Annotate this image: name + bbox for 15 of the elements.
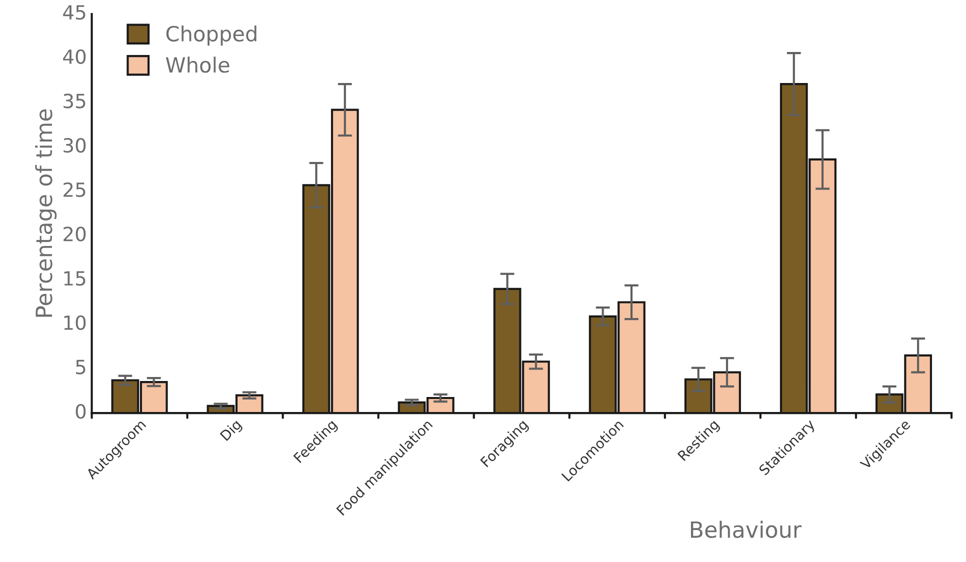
legend-label: Whole — [166, 56, 230, 73]
y-tick-label: 15 — [64, 271, 86, 286]
y-tick-label: 30 — [64, 138, 86, 153]
y-tick-label: 5 — [76, 360, 86, 374]
y-tick-label: 45 — [63, 5, 86, 20]
y-tick-label: 10 — [64, 315, 86, 330]
y-axis-title: Percentage of time — [35, 109, 57, 317]
y-tick-label: 0 — [76, 404, 86, 419]
x-tick-label: Dig — [220, 418, 244, 443]
legend-label: Chopped — [166, 25, 256, 46]
y-tick-label: 35 — [64, 94, 86, 108]
y-tick-label: 25 — [64, 182, 86, 198]
x-axis-title: Behaviour — [690, 520, 802, 538]
y-tick-label: 20 — [64, 226, 86, 242]
y-tick-label: 40 — [63, 49, 86, 64]
